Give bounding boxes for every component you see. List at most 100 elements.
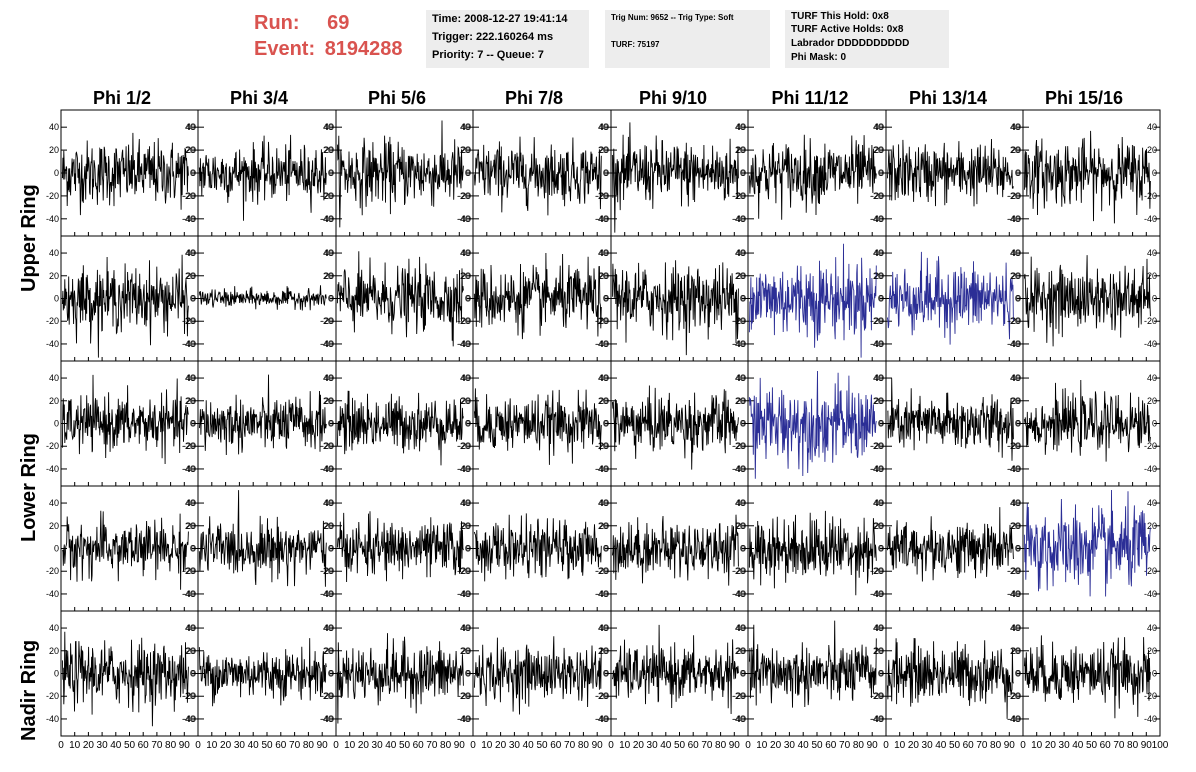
y-tick-label-left-r4-c4-4: 40 [461, 498, 471, 508]
y-tick-label-left-r3-c6-3: 20 [736, 396, 746, 406]
x-tick-label-c6-0: 0 [745, 740, 751, 751]
x-tick-label-c2-5: 50 [261, 740, 273, 751]
y-tick-label-left-r1-c7-2: 0 [879, 168, 884, 178]
y-tick-label-left-r1-c2-2: 0 [191, 168, 196, 178]
x-tick-label-c7-7: 70 [976, 740, 988, 751]
y-tick-label-left-r3-c5-0: -40 [596, 464, 609, 474]
x-tick-label-c3-2: 20 [358, 740, 370, 751]
y-tick-label-left-r3-c8-0: -40 [1008, 464, 1021, 474]
waveform-trace-r5-c1 [62, 632, 188, 727]
waveform-trace-r4-c2 [199, 490, 326, 587]
y-tick-label-left-r5-c3-0: -40 [321, 714, 334, 724]
y-tick-label-left-r4-c1-4: 40 [49, 498, 59, 508]
y-tick-label-left-r4-c7-0: -40 [871, 589, 884, 599]
y-tick-label-right-r3-c8-4: 40 [1147, 373, 1157, 383]
y-tick-label-left-r3-c2-2: 0 [191, 419, 196, 429]
y-tick-label-left-r3-c3-3: 20 [324, 396, 334, 406]
y-tick-label-left-r4-c3-2: 0 [329, 544, 334, 554]
y-tick-label-left-r1-c6-4: 40 [736, 122, 746, 132]
y-tick-label-right-r4-c8-4: 40 [1147, 498, 1157, 508]
y-tick-label-left-r1-c8-1: -20 [1008, 191, 1021, 201]
x-tick-label-c6-8: 80 [853, 740, 865, 751]
y-tick-label-left-r1-c4-4: 40 [461, 122, 471, 132]
y-tick-label-left-r4-c7-2: 0 [879, 544, 884, 554]
y-tick-label-left-r5-c3-4: 40 [324, 623, 334, 633]
y-tick-label-left-r3-c8-1: -20 [1008, 441, 1021, 451]
x-tick-label-c7-8: 80 [990, 740, 1002, 751]
x-tick-label-c3-9: 90 [454, 740, 466, 751]
y-tick-label-left-r2-c6-0: -40 [733, 339, 746, 349]
y-tick-label-left-r2-c2-2: 0 [191, 294, 196, 304]
y-tick-label-left-r4-c6-2: 0 [741, 544, 746, 554]
x-tick-label-c8-5: 50 [1086, 740, 1098, 751]
x-tick-label-c2-6: 60 [275, 740, 287, 751]
y-tick-label-left-r5-c8-0: -40 [1008, 714, 1021, 724]
waveform-trace-r5-c2 [199, 638, 326, 706]
y-tick-label-left-r2-c5-1: -20 [596, 316, 609, 326]
y-tick-label-left-r2-c3-4: 40 [324, 248, 334, 258]
x-tick-label-c8-8: 80 [1127, 740, 1139, 751]
y-tick-label-left-r5-c1-3: 20 [49, 646, 59, 656]
x-tick-label-c8-0: 0 [1020, 740, 1026, 751]
waveform-trace-r2-c5 [612, 260, 738, 355]
y-tick-label-left-r1-c2-0: -40 [183, 214, 196, 224]
x-tick-label-c3-4: 40 [385, 740, 397, 751]
x-tick-label-c2-4: 40 [248, 740, 260, 751]
y-tick-label-left-r3-c7-0: -40 [871, 464, 884, 474]
y-tick-label-left-r5-c3-2: 0 [329, 669, 334, 679]
y-tick-label-left-r3-c4-3: 20 [461, 396, 471, 406]
y-tick-label-right-r5-c8-4: 40 [1147, 623, 1157, 633]
y-tick-label-left-r2-c4-3: 20 [461, 271, 471, 281]
y-tick-label-left-r5-c3-3: 20 [324, 646, 334, 656]
y-tick-label-left-r3-c4-4: 40 [461, 373, 471, 383]
x-tick-label-c5-4: 40 [660, 740, 672, 751]
y-tick-label-right-r2-c8-1: -20 [1144, 316, 1157, 326]
x-tick-label-c2-1: 10 [206, 740, 218, 751]
y-tick-label-left-r5-c7-2: 0 [879, 669, 884, 679]
y-tick-label-right-r4-c8-2: 0 [1152, 544, 1157, 554]
y-tick-label-left-r1-c3-2: 0 [329, 168, 334, 178]
y-tick-label-left-r3-c8-2: 0 [1016, 419, 1021, 429]
x-tick-label-c4-4: 40 [523, 740, 535, 751]
waveform-trace-r3-c1 [62, 375, 188, 464]
y-tick-label-left-r3-c6-4: 40 [736, 373, 746, 383]
waveform-trace-r1-c1 [62, 133, 188, 215]
y-tick-label-left-r3-c3-1: -20 [321, 441, 334, 451]
waveform-trace-r3-c8 [1024, 380, 1150, 462]
x-tick-label-c3-8: 80 [440, 740, 452, 751]
y-tick-label-left-r1-c7-3: 20 [874, 145, 884, 155]
y-tick-label-left-r1-c6-3: 20 [736, 145, 746, 155]
y-tick-label-right-r4-c8-1: -20 [1144, 566, 1157, 576]
y-tick-label-left-r5-c2-4: 40 [186, 623, 196, 633]
x-tick-label-c1-2: 20 [83, 740, 95, 751]
y-tick-label-left-r2-c8-4: 40 [1011, 248, 1021, 258]
y-tick-label-right-r4-c8-3: 20 [1147, 521, 1157, 531]
x-tick-label-c1-8: 80 [165, 740, 177, 751]
y-tick-label-left-r4-c1-1: -20 [46, 566, 59, 576]
x-tick-label-c3-7: 70 [426, 740, 438, 751]
y-tick-label-left-r3-c1-1: -20 [46, 441, 59, 451]
y-tick-label-left-r4-c1-2: 0 [54, 544, 59, 554]
y-tick-label-left-r2-c6-1: -20 [733, 316, 746, 326]
y-tick-label-left-r1-c6-0: -40 [733, 214, 746, 224]
y-tick-label-left-r1-c5-4: 40 [599, 122, 609, 132]
x-tick-label-c2-2: 20 [220, 740, 232, 751]
x-tick-label-c7-6: 60 [963, 740, 975, 751]
y-tick-label-left-r1-c1-2: 0 [54, 168, 59, 178]
y-tick-label-right-r2-c8-2: 0 [1152, 294, 1157, 304]
y-tick-label-left-r4-c4-3: 20 [461, 521, 471, 531]
y-tick-label-left-r3-c8-3: 20 [1011, 396, 1021, 406]
y-tick-label-left-r5-c4-1: -20 [458, 691, 471, 701]
y-tick-label-left-r1-c5-0: -40 [596, 214, 609, 224]
y-tick-label-left-r5-c8-2: 0 [1016, 669, 1021, 679]
x-tick-label-c3-3: 30 [372, 740, 384, 751]
y-tick-label-left-r4-c6-3: 20 [736, 521, 746, 531]
y-tick-label-left-r3-c3-2: 0 [329, 419, 334, 429]
y-tick-label-left-r4-c6-4: 40 [736, 498, 746, 508]
waveform-trace-r5-c4 [474, 636, 601, 714]
y-tick-label-left-r5-c5-3: 20 [599, 646, 609, 656]
y-tick-label-left-r2-c8-0: -40 [1008, 339, 1021, 349]
y-tick-label-left-r4-c5-0: -40 [596, 589, 609, 599]
x-tick-label-c6-3: 30 [784, 740, 796, 751]
x-tick-label-c8-1: 10 [1031, 740, 1043, 751]
